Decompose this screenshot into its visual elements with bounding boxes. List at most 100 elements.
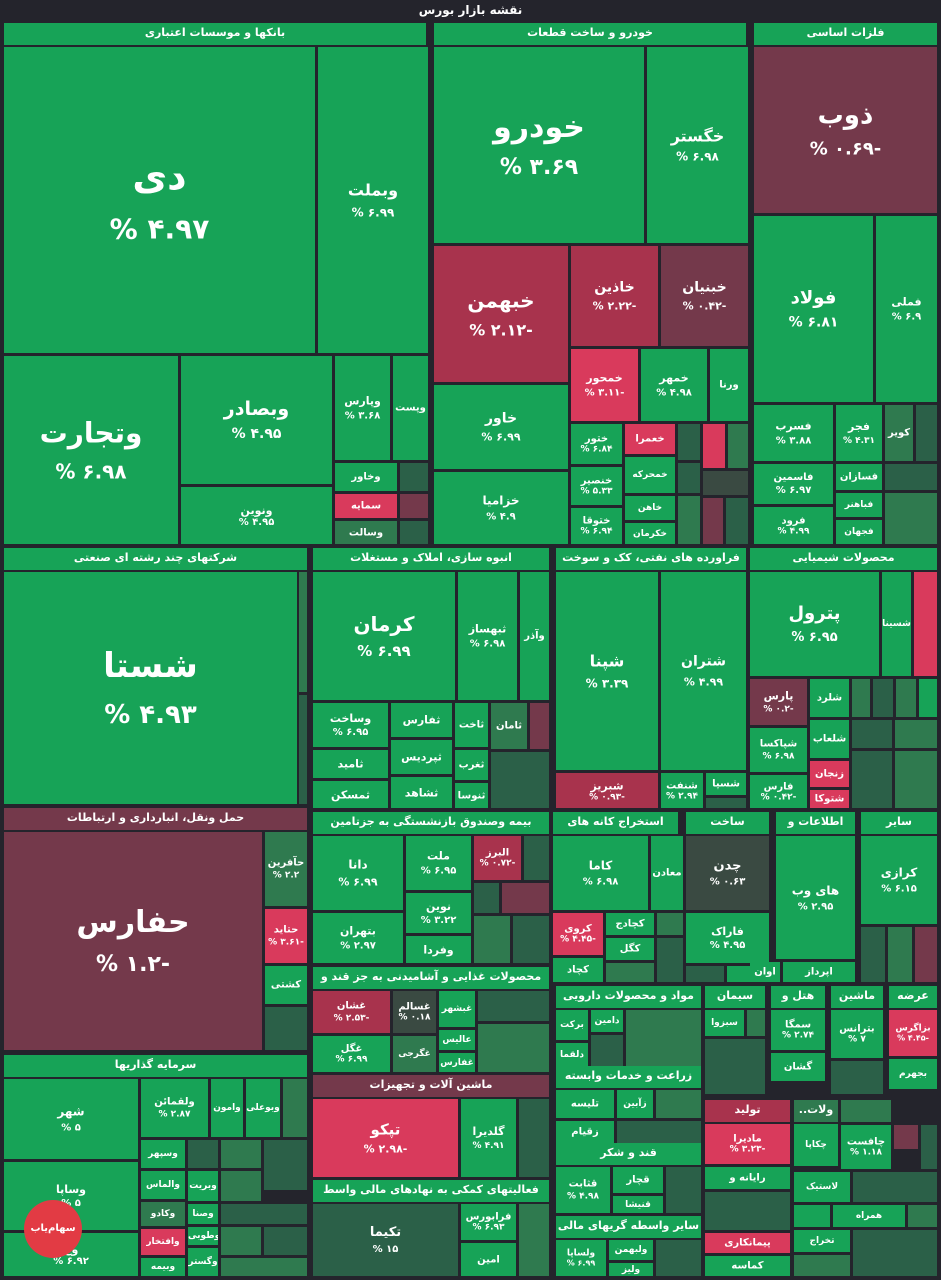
tile-bzagros[interactable]: بزاگرس % ۴.۴۵- xyxy=(889,1010,937,1056)
tile-small[interactable] xyxy=(656,1240,701,1276)
tile-khmehrkeh[interactable]: خمحرکه xyxy=(625,457,675,493)
sector-machinery[interactable]: ماشین آلات و تجهیزات xyxy=(313,1075,549,1097)
tile-small[interactable] xyxy=(591,1035,623,1066)
tile-ghshan[interactable]: غشان % ۲.۵۳- xyxy=(313,991,390,1033)
tile-geshan[interactable]: گشان xyxy=(771,1053,825,1081)
tile-small[interactable] xyxy=(188,1140,218,1168)
tile-small[interactable] xyxy=(299,572,307,692)
tile-vbsader[interactable]: وبصادر % ۴.۹۵ xyxy=(181,356,332,484)
tile-small[interactable] xyxy=(703,498,723,544)
tile-shespa[interactable]: شسپا xyxy=(706,773,746,795)
tile-krazi[interactable]: کرازی % ۶.۱۵ xyxy=(861,836,937,924)
tile-fajahan[interactable]: فجهان xyxy=(836,520,882,544)
sector-cement[interactable]: سیمان xyxy=(705,986,765,1008)
tile-thpardis[interactable]: ثپردیس xyxy=(391,740,452,774)
sector-electric[interactable]: ..ولات xyxy=(794,1100,838,1122)
tile-vbmellat[interactable]: وبملت % ۶.۹۹ xyxy=(318,47,428,353)
tile-vsapa2[interactable]: ولساپا % ۶.۹۹ xyxy=(556,1240,606,1276)
sector-multi[interactable]: شرکتهای چند رشته ای صنعتی xyxy=(4,548,307,570)
tile-small[interactable] xyxy=(916,405,937,461)
tile-vboali[interactable]: وبوعلی xyxy=(246,1079,280,1137)
tile-small[interactable] xyxy=(400,494,428,518)
tile-khnasir[interactable]: خنصیر % ۵.۳۳ xyxy=(571,467,622,505)
tile-tharb[interactable]: ثغرب xyxy=(455,750,488,780)
tile-small[interactable] xyxy=(400,463,428,491)
tile-kama[interactable]: کاما % ۶.۹۸ xyxy=(553,836,648,910)
tile-madira[interactable]: مادیرا % ۳.۲۳- xyxy=(705,1124,790,1164)
tile-vsakht[interactable]: وساخت % ۶.۹۵ xyxy=(313,703,388,747)
tile-vspahr[interactable]: وسپهر xyxy=(141,1140,185,1168)
tile-zabin[interactable]: زآبین xyxy=(617,1090,653,1118)
tile-kchad2[interactable]: کچاد xyxy=(553,958,603,982)
tile-small[interactable] xyxy=(794,1205,830,1227)
sector-pharma[interactable]: مواد و محصولات دارویی xyxy=(556,986,701,1008)
tile-small[interactable] xyxy=(703,424,725,468)
tile-lastik[interactable]: لاستیک xyxy=(794,1172,850,1202)
sector-supply[interactable]: عرضه xyxy=(889,986,937,1008)
sector-chem[interactable]: محصولات شیمیایی xyxy=(750,548,937,570)
tile-small[interactable] xyxy=(703,471,748,495)
tile-bthran[interactable]: بتهران % ۲.۹۷ xyxy=(313,913,403,963)
tile-thshahd[interactable]: ثشاهد xyxy=(391,777,452,808)
tile-shpaksa[interactable]: شپاکسا % ۶.۹۸ xyxy=(750,728,807,772)
tile-small[interactable] xyxy=(896,679,916,717)
tile-barekat[interactable]: برکت xyxy=(556,1010,588,1040)
tile-small[interactable] xyxy=(666,1167,701,1213)
tile-thosa[interactable]: ثنوسا xyxy=(455,783,488,808)
tile-vtoubi[interactable]: وطوبی xyxy=(188,1227,218,1245)
tile-vftekhar[interactable]: وافتخار xyxy=(141,1229,185,1255)
tile-bjahrm[interactable]: بجهرم xyxy=(889,1059,937,1089)
tile-shanft[interactable]: شنفت % ۲.۹۴ xyxy=(661,773,703,808)
tile-ghsalem[interactable]: غسالم % ۰.۱۸ xyxy=(393,991,436,1033)
tile-maaden[interactable]: معادن xyxy=(651,836,683,910)
tile-small[interactable] xyxy=(747,1010,765,1036)
tile-small[interactable] xyxy=(915,927,937,982)
tile-di[interactable]: دی % ۴.۹۷ xyxy=(4,47,315,353)
sector-agri[interactable]: زراعت و خدمات وابسته xyxy=(556,1066,701,1088)
tile-small[interactable] xyxy=(221,1258,307,1276)
tile-small[interactable] xyxy=(853,1230,937,1276)
tile-small[interactable] xyxy=(894,1125,918,1149)
tile-vtejarat[interactable]: وتجارت % ۶.۹۸ xyxy=(4,356,178,544)
tile-shbriz[interactable]: شبریز % ۰.۹۳- xyxy=(556,773,658,808)
tile-small[interactable] xyxy=(914,572,937,676)
tile-fajr[interactable]: فجر % ۴.۳۱ xyxy=(836,405,882,461)
tile-small[interactable] xyxy=(474,916,510,963)
sector-sugar[interactable]: قند و شکر xyxy=(556,1143,701,1165)
tile-small[interactable] xyxy=(841,1100,891,1122)
tile-ghbshahr[interactable]: غبشهر xyxy=(439,991,475,1027)
tile-thfars[interactable]: ثفارس xyxy=(391,703,452,737)
tile-small[interactable] xyxy=(895,751,937,808)
tile-small[interactable] xyxy=(491,752,549,808)
tile-small[interactable] xyxy=(264,1227,307,1255)
tile-small[interactable] xyxy=(908,1205,937,1227)
tile-small[interactable] xyxy=(831,1061,883,1094)
tile-vgostar[interactable]: وگستر xyxy=(188,1248,218,1276)
tile-khamra[interactable]: خعمرا xyxy=(625,424,675,454)
tile-sabzva[interactable]: سبزوا xyxy=(705,1010,744,1036)
tile-tlise[interactable]: تلیسه xyxy=(556,1090,614,1118)
tile-small[interactable] xyxy=(221,1227,261,1255)
tile-aprdaz[interactable]: اپرداز xyxy=(783,962,855,982)
tile-haiweb[interactable]: های وب % ۲.۹۵ xyxy=(776,836,855,959)
tile-small[interactable] xyxy=(617,1121,701,1143)
tile-farsco[interactable]: فارس % ۰.۴۲- xyxy=(750,775,807,808)
sector-it[interactable]: اطلاعات و xyxy=(776,812,855,834)
tile-valmas[interactable]: والماس xyxy=(141,1171,185,1199)
tile-zanjan[interactable]: زنجان xyxy=(810,761,849,787)
tile-avan[interactable]: اوان xyxy=(750,962,780,982)
tile-thmaskan[interactable]: ثمسکن xyxy=(313,781,388,808)
tile-vparis[interactable]: وپارس % ۳.۶۸ xyxy=(335,356,390,460)
tile-kmase[interactable]: کماسه xyxy=(705,1256,790,1276)
tile-small[interactable] xyxy=(478,1024,549,1072)
tile-vsalat[interactable]: وسالت xyxy=(335,521,397,544)
tile-kgol[interactable]: کگل xyxy=(606,938,654,960)
tile-small[interactable] xyxy=(530,703,549,749)
tile-small[interactable] xyxy=(656,1090,701,1118)
tile-thamid[interactable]: ثامید xyxy=(313,750,388,778)
tile-ghtabet[interactable]: قثابت % ۴.۹۸ xyxy=(556,1167,610,1213)
tile-shtran[interactable]: شتران % ۴.۹۹ xyxy=(661,572,746,770)
tile-small[interactable] xyxy=(895,720,937,748)
sector-metals[interactable]: فلزات اساسی xyxy=(754,23,937,45)
tile-small[interactable] xyxy=(524,836,549,880)
